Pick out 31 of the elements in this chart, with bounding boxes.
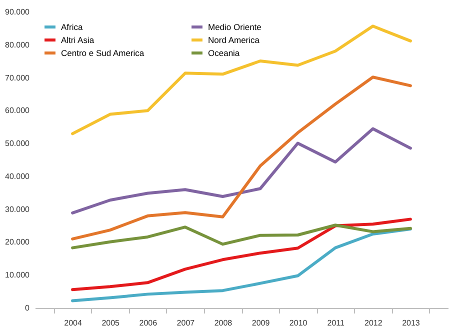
x-tick-label: 2012 bbox=[364, 318, 383, 328]
legend-label: Centro e Sud America bbox=[61, 48, 144, 58]
y-tick-label: 10.000 bbox=[5, 270, 30, 280]
line-series bbox=[71, 228, 412, 302]
legend-label: Altri Asia bbox=[61, 35, 94, 45]
y-tick-label: 50.000 bbox=[5, 139, 30, 148]
x-tick-label: 2008 bbox=[214, 318, 233, 328]
y-tick-label: 80.000 bbox=[5, 40, 30, 50]
y-tick-label: 0 bbox=[25, 304, 30, 312]
legend-label: Medio Oriente bbox=[208, 22, 262, 32]
x-tick-label: 2011 bbox=[327, 318, 346, 328]
y-tick-label: 30.000 bbox=[5, 204, 30, 214]
line-series bbox=[71, 218, 412, 292]
y-tick-label: 60.000 bbox=[5, 106, 30, 116]
x-tick-label: 2013 bbox=[402, 318, 420, 328]
x-tick-label: 2006 bbox=[139, 318, 158, 328]
legend-label: Africa bbox=[61, 22, 83, 32]
x-tick-label: 2007 bbox=[176, 318, 196, 328]
legend-label: Nord America bbox=[208, 35, 260, 45]
legend-label: Oceania bbox=[208, 48, 240, 58]
line-series bbox=[71, 224, 412, 250]
y-tick-label: 90.000 bbox=[5, 8, 30, 16]
y-tick-label: 20.000 bbox=[5, 238, 30, 247]
line-series bbox=[71, 127, 412, 214]
y-tick-label: 70.000 bbox=[5, 73, 30, 82]
x-tick-label: 2005 bbox=[102, 318, 120, 328]
y-tick-label: 40.000 bbox=[5, 172, 30, 181]
x-tick-label: 2004 bbox=[64, 318, 82, 328]
x-tick-label: 2010 bbox=[289, 318, 308, 328]
line-series bbox=[71, 76, 412, 240]
x-tick-label: 2009 bbox=[252, 318, 270, 328]
